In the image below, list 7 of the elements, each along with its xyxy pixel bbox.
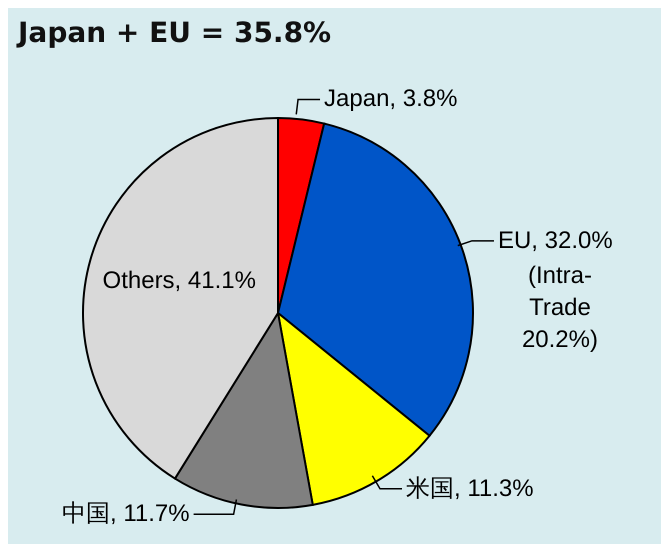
slice-label: Others, 41.1% (102, 266, 256, 296)
slice-label: Japan, 3.8% (324, 84, 458, 114)
slice-label: 米国, 11.3% (406, 474, 534, 504)
slice-label: 中国, 11.7% (62, 499, 190, 530)
chart-title: Japan + EU = 35.8% (18, 16, 332, 49)
slice-label: EU, 32.0% (498, 226, 613, 256)
text: (Intra-Trade 20.2%) (522, 262, 598, 353)
